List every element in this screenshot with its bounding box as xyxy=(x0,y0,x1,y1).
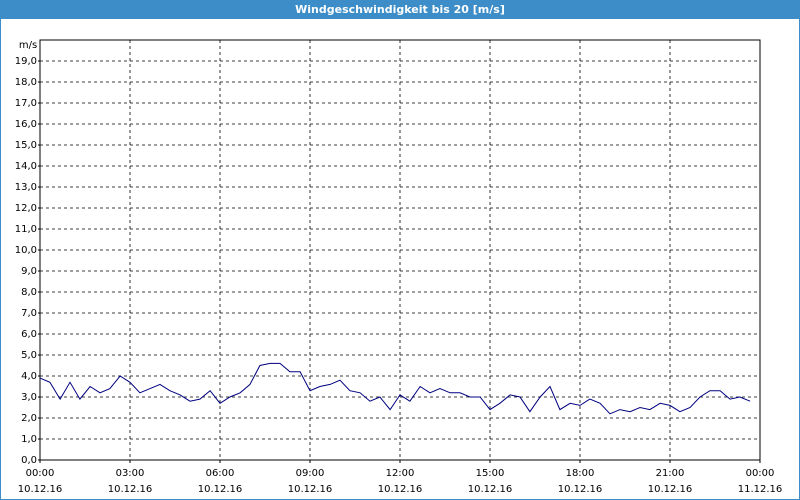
x-tick-date: 10.12.16 xyxy=(108,484,153,495)
y-tick-label: 15,0 xyxy=(15,140,37,151)
x-tick-date: 10.12.16 xyxy=(198,484,243,495)
y-tick-label: 3,0 xyxy=(21,392,37,403)
y-tick-label: 1,0 xyxy=(21,434,37,445)
y-tick-label: 14,0 xyxy=(15,161,37,172)
chart-title: Windgeschwindigkeit bis 20 [m/s] xyxy=(1,1,799,19)
y-tick-label: 6,0 xyxy=(21,329,37,340)
x-tick-label: 18:00 xyxy=(566,468,595,479)
y-tick-label: 7,0 xyxy=(21,308,37,319)
data-line xyxy=(39,362,751,415)
y-tick-label: 13,0 xyxy=(15,182,37,193)
x-tick-label: 03:00 xyxy=(116,468,145,479)
x-tick-label: 09:00 xyxy=(296,468,325,479)
y-axis-label: m/s xyxy=(19,40,37,51)
y-tick-label: 9,0 xyxy=(21,266,37,277)
x-tick-label: 00:00 xyxy=(746,468,775,479)
y-tick-label: 11,0 xyxy=(15,224,37,235)
y-tick-label: 8,0 xyxy=(21,287,37,298)
y-tick-label: 0,0 xyxy=(21,455,37,466)
y-tick-label: 4,0 xyxy=(21,371,37,382)
x-tick-label: 06:00 xyxy=(206,468,235,479)
x-tick-label: 21:00 xyxy=(656,468,685,479)
x-tick-date: 10.12.16 xyxy=(648,484,693,495)
y-tick-label: 18,0 xyxy=(15,77,37,88)
y-tick-label: 2,0 xyxy=(21,413,37,424)
x-tick-date: 10.12.16 xyxy=(468,484,513,495)
y-tick-label: 12,0 xyxy=(15,203,37,214)
y-tick-label: 19,0 xyxy=(15,56,37,67)
x-tick-date: 10.12.16 xyxy=(558,484,603,495)
y-tick-label: 17,0 xyxy=(15,98,37,109)
x-tick-label: 15:00 xyxy=(476,468,505,479)
y-tick-label: 5,0 xyxy=(21,350,37,361)
x-tick-label: 00:00 xyxy=(26,468,55,479)
x-tick-date: 11.12.16 xyxy=(738,484,783,495)
y-tick-label: 10,0 xyxy=(15,245,37,256)
x-tick-date: 10.12.16 xyxy=(18,484,63,495)
x-tick-date: 10.12.16 xyxy=(288,484,333,495)
x-tick-label: 12:00 xyxy=(386,468,415,479)
x-tick-date: 10.12.16 xyxy=(378,484,423,495)
y-tick-label: 16,0 xyxy=(15,119,37,130)
